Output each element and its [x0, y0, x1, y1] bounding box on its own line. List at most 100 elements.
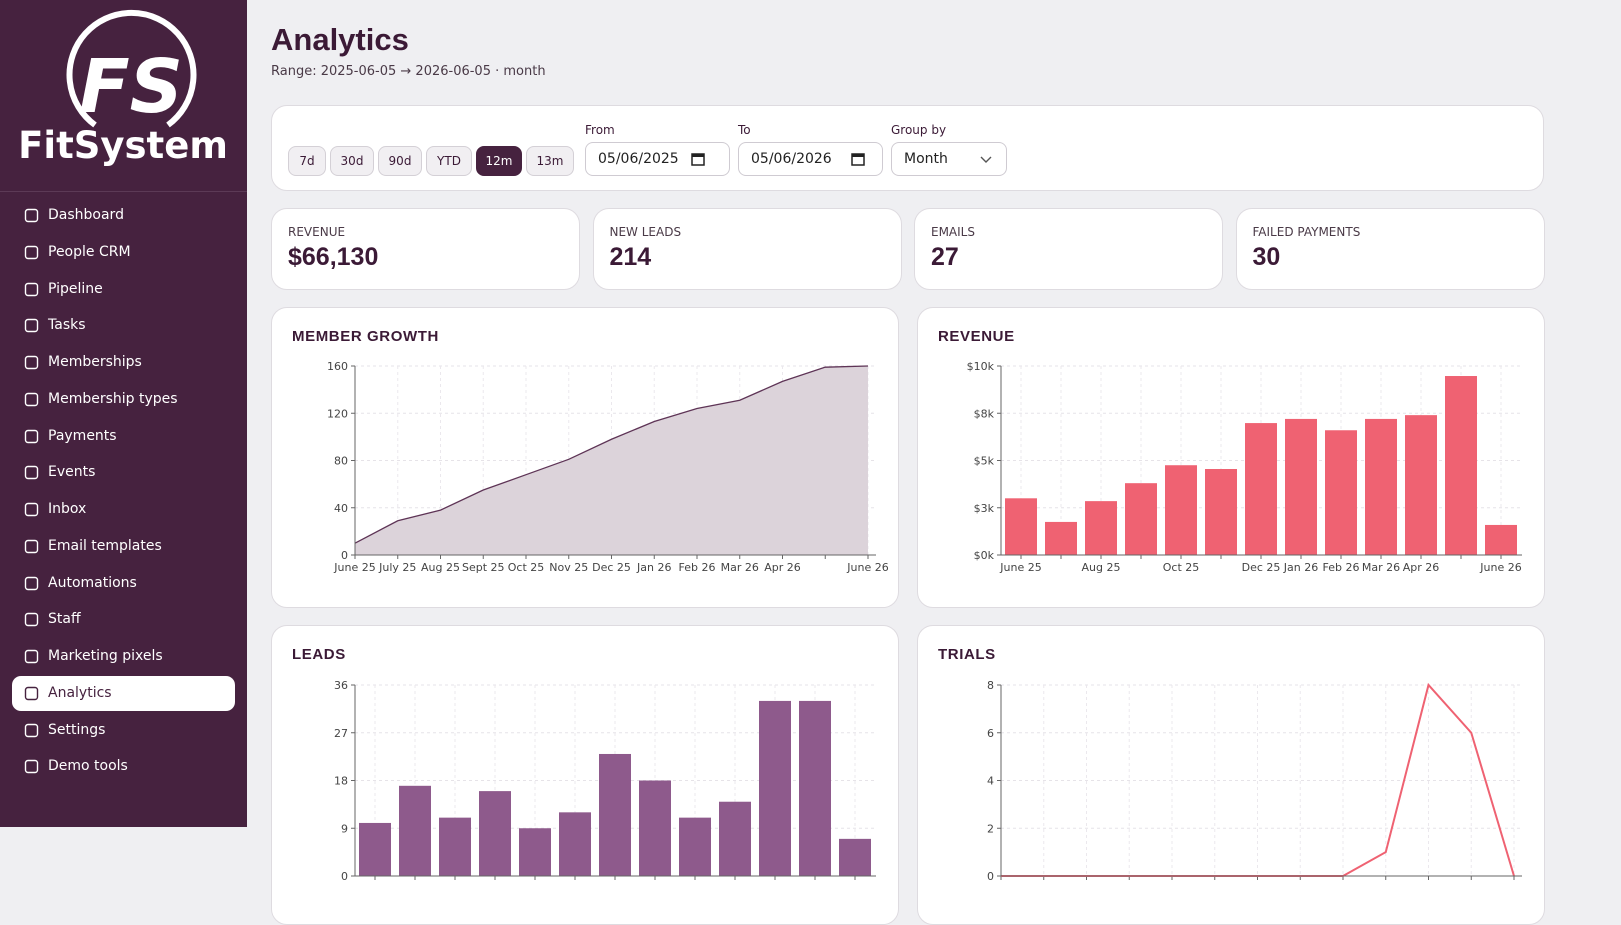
- sidebar: FS FitSystem Dashboard People CRM Pipeline…: [0, 0, 247, 827]
- nav-item[interactable]: Analytics: [12, 675, 235, 711]
- bar: [1365, 418, 1397, 555]
- icon-shape: [24, 245, 39, 259]
- nav-label: Demo tools: [48, 758, 128, 775]
- range-button[interactable]: 7d: [288, 146, 326, 176]
- x-tick-label: Feb 26: [679, 561, 716, 574]
- range-button[interactable]: 12m: [476, 146, 522, 176]
- x-tick-label: Nov 25: [549, 561, 588, 574]
- nav-icon: [24, 686, 39, 700]
- nav-icon: [24, 576, 39, 590]
- y-tick-label: 9: [341, 822, 348, 835]
- x-tick-label: Apr 26: [764, 561, 801, 574]
- x-tick-label: Oct 25: [508, 561, 545, 574]
- nav-item[interactable]: Membership types: [12, 382, 235, 417]
- chart-card: MEMBER GROWTH 0 40 80 120 160 June 25 July 25 Au…: [271, 307, 899, 608]
- kpi-label: REVENUE: [288, 225, 346, 239]
- chart-title: LEADS: [292, 646, 346, 663]
- nav-item[interactable]: Events: [12, 455, 235, 490]
- nav-label: Inbox: [48, 501, 87, 517]
- nav-item[interactable]: Pipeline: [12, 272, 235, 307]
- y-tick-label: 2: [987, 822, 994, 835]
- nav-icon: [24, 245, 39, 259]
- range-text: Range: 2025-06-05 → 2026-06-05 · month: [271, 64, 546, 79]
- bar: [359, 822, 391, 876]
- filter-bar: 7d 30d 90d YTD 12m 13m From 05/06/2025 To 05/…: [271, 105, 1544, 191]
- bar: [1445, 376, 1477, 555]
- nav-icon: [24, 392, 39, 406]
- x-tick-label: Feb 26: [1323, 561, 1360, 574]
- nav-item[interactable]: Marketing pixels: [12, 639, 235, 674]
- range-button[interactable]: 30d: [330, 146, 374, 176]
- nav-label: Memberships: [48, 354, 142, 370]
- nav-item[interactable]: Automations: [12, 566, 235, 601]
- kpi-value: $66,130: [288, 243, 379, 271]
- nav-item[interactable]: Memberships: [12, 345, 235, 380]
- nav-label: Analytics: [48, 684, 112, 701]
- x-tick-label: Dec 25: [592, 561, 631, 574]
- nav-item[interactable]: Tasks: [12, 308, 235, 343]
- chart-card: LEADS 0 9 18 27 36: [271, 625, 899, 925]
- y-tick-label: 27: [334, 727, 348, 740]
- y-tick-label: 6: [987, 727, 994, 740]
- kpi-card: EMAILS 27: [914, 208, 1223, 290]
- bar: [1005, 498, 1037, 555]
- icon-shape: [24, 686, 39, 700]
- range-button[interactable]: 90d: [378, 146, 422, 176]
- x-tick-label: Oct 25: [1163, 561, 1200, 574]
- to-input[interactable]: 05/06/2026: [738, 142, 883, 176]
- icon-shape: [24, 319, 39, 333]
- y-tick-label: 0: [341, 549, 348, 562]
- bar: [599, 753, 631, 876]
- icon-shape: [24, 208, 39, 223]
- nav-item[interactable]: Demo tools: [12, 749, 235, 784]
- y-tick-label: $5k: [974, 455, 995, 468]
- x-tick-label: July 25: [378, 561, 416, 574]
- bar: [439, 817, 471, 876]
- nav-icon: [24, 208, 39, 223]
- bar: [519, 828, 551, 876]
- nav-item[interactable]: Settings: [12, 713, 235, 748]
- icon-shape: [24, 429, 39, 443]
- kpi-value: 214: [609, 243, 652, 271]
- nav-label: Email templates: [48, 537, 162, 554]
- nav-item[interactable]: Email templates: [12, 529, 235, 564]
- x-tick-label: Apr 26: [1403, 561, 1440, 574]
- kpi-value: 30: [1252, 243, 1281, 271]
- chart: LEADS 0 9 18 27 36: [292, 646, 876, 883]
- bar: [1165, 465, 1197, 555]
- logo: FS FitSystem: [18, 9, 228, 167]
- to-label: To: [738, 123, 751, 137]
- chart: MEMBER GROWTH 0 40 80 120 160 June 25 July 25 Au…: [292, 328, 889, 574]
- kpi-label: FAILED PAYMENTS: [1252, 225, 1361, 239]
- nav-icon: [24, 723, 39, 737]
- bar: [1405, 415, 1437, 555]
- nav-icon: [24, 649, 39, 664]
- page-title: Analytics: [271, 22, 409, 57]
- nav-item[interactable]: Dashboard: [12, 198, 235, 233]
- nav-item[interactable]: Inbox: [12, 492, 235, 527]
- nav-item[interactable]: Staff: [12, 602, 235, 637]
- range-button[interactable]: YTD: [426, 146, 472, 176]
- x-tick-label: Aug 25: [1082, 561, 1121, 574]
- nav-item[interactable]: People CRM: [12, 235, 235, 270]
- nav-label: Pipeline: [48, 280, 103, 297]
- range-button[interactable]: 13m: [526, 146, 574, 176]
- bar: [1245, 423, 1277, 555]
- kpi-card: NEW LEADS 214: [592, 208, 902, 290]
- y-tick-label: 80: [334, 455, 348, 468]
- nav-icon: [24, 282, 39, 296]
- y-tick-label: $8k: [974, 407, 995, 420]
- chart-card: TRIALS 0 2 4 6 8: [917, 625, 1545, 925]
- nav-label: Settings: [48, 721, 106, 738]
- icon-shape: [24, 613, 39, 627]
- x-tick-label: June 25: [333, 561, 375, 574]
- y-tick-label: 40: [334, 502, 348, 515]
- nav-item[interactable]: Payments: [12, 419, 235, 454]
- from-input[interactable]: 05/06/2025: [585, 142, 730, 176]
- nav-icon: [24, 429, 39, 443]
- chart-title: TRIALS: [938, 646, 996, 663]
- calendar-icon: [851, 153, 865, 166]
- group-select[interactable]: Month: [891, 142, 1007, 176]
- y-tick-label: $10k: [967, 360, 995, 373]
- main: Analytics Range: 2025-06-05 → 2026-06-05…: [247, 0, 1621, 925]
